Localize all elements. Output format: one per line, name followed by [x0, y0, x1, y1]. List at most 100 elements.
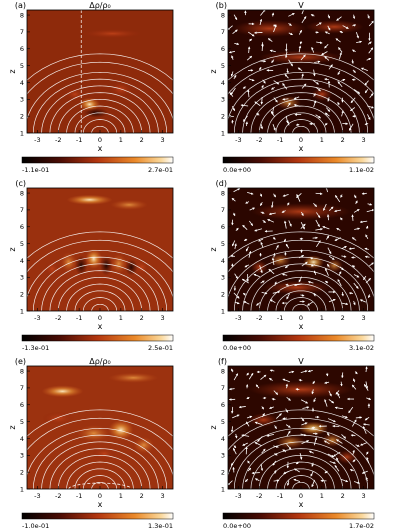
velocity-arrow: [355, 31, 359, 39]
velocity-arrow: [313, 93, 316, 97]
colorbar-min-label: -1.0e-01: [22, 522, 49, 530]
velocity-arrow: [338, 271, 342, 276]
velocity-arrow: [272, 460, 277, 466]
y-tick-label: 8: [221, 367, 225, 375]
velocity-arrow: [286, 397, 291, 401]
field-line: [66, 283, 134, 311]
velocity-arrow: [260, 463, 264, 472]
velocity-arrow: [247, 46, 251, 54]
velocity-arrow: [363, 275, 367, 280]
velocity-arrow: [234, 273, 239, 279]
velocity-arrow: [341, 302, 349, 306]
velocity-arrow: [352, 24, 357, 27]
velocity-arrow: [349, 469, 354, 472]
field-line: [283, 119, 319, 133]
field-line: [228, 239, 374, 273]
x-tick-label: -3: [235, 136, 241, 144]
velocity-arrow: [285, 408, 289, 413]
velocity-arrow: [260, 123, 264, 130]
colorbar-max-label: 1.1e-02: [349, 166, 374, 174]
velocity-arrow: [286, 480, 290, 486]
velocity-arrow: [293, 283, 303, 287]
velocity-arrow: [254, 442, 262, 447]
velocity-arrow: [233, 14, 238, 21]
velocity-arrow: [351, 59, 354, 64]
y-tick-label: 8: [221, 189, 225, 197]
field-feature: [91, 446, 117, 461]
field-line: [228, 427, 374, 477]
field-feature: [108, 372, 159, 383]
y-tick-label: 7: [221, 206, 225, 214]
field-feature: [275, 435, 306, 449]
velocity-arrow: [259, 18, 263, 26]
velocity-arrow: [300, 370, 308, 374]
velocity-arrow: [300, 54, 306, 61]
velocity-arrow: [286, 443, 292, 450]
velocity-arrow: [353, 481, 361, 484]
field-feature: [77, 424, 111, 442]
velocity-arrow: [261, 413, 265, 418]
velocity-arrow: [288, 32, 293, 36]
velocity-arrow: [261, 406, 265, 410]
y-tick-label: 4: [20, 257, 24, 265]
y-tick-label: 5: [20, 240, 24, 248]
panel-label: (b): [216, 1, 227, 10]
velocity-arrow: [285, 243, 290, 249]
velocity-arrow: [327, 453, 335, 458]
velocity-arrow: [364, 247, 369, 251]
velocity-arrow: [238, 405, 246, 409]
x-tick-label: 3: [161, 314, 165, 322]
velocity-arrow: [351, 384, 357, 390]
velocity-arrow: [245, 421, 250, 427]
velocity-arrow: [362, 423, 370, 426]
velocity-arrow: [365, 477, 369, 481]
field-line: [228, 409, 374, 437]
velocity-arrow: [260, 280, 265, 284]
velocity-arrow: [327, 418, 336, 423]
y-tick-label: 2: [221, 290, 225, 298]
x-axis-label: x: [98, 144, 103, 153]
velocity-arrow: [282, 97, 289, 101]
velocity-arrow: [272, 252, 276, 258]
velocity-arrow: [311, 389, 314, 395]
velocity-arrow: [244, 264, 250, 268]
velocity-arrow: [234, 42, 240, 46]
velocity-arrow: [228, 480, 233, 486]
velocity-arrow: [301, 211, 304, 217]
velocity-arrow: [335, 390, 340, 395]
x-tick-label: -1: [277, 492, 283, 500]
y-tick-label: 5: [221, 240, 225, 248]
velocity-arrow: [288, 22, 292, 26]
velocity-arrow: [230, 87, 236, 95]
colorbar-max-label: 2.7e-01: [148, 166, 173, 174]
field-map: [27, 10, 173, 133]
x-tick-label: 3: [362, 492, 366, 500]
velocity-arrow: [283, 238, 287, 243]
velocity-arrow: [326, 107, 331, 112]
velocity-arrow: [285, 51, 288, 59]
y-tick-label: 4: [221, 435, 225, 443]
velocity-arrow: [351, 214, 354, 221]
x-tick-label: -3: [34, 314, 40, 322]
velocity-arrow: [243, 238, 248, 242]
field-line: [275, 290, 327, 311]
velocity-arrow: [247, 191, 254, 195]
velocity-arrow: [235, 227, 239, 232]
panel-title: V: [298, 357, 304, 366]
field-line: [32, 434, 168, 489]
velocity-arrow: [242, 224, 248, 230]
velocity-arrow: [260, 241, 264, 248]
velocity-arrow: [335, 38, 341, 43]
x-tick-label: 1: [320, 314, 324, 322]
velocity-arrow: [334, 406, 344, 410]
field-line: [41, 441, 159, 489]
velocity-arrow: [324, 280, 329, 284]
velocity-arrow: [308, 450, 314, 454]
panel-title: Δρ/ρ₀: [89, 1, 111, 10]
x-tick-label: 1: [320, 136, 324, 144]
velocity-arrow: [340, 194, 343, 198]
velocity-arrow: [233, 74, 237, 80]
velocity-arrow: [247, 460, 250, 464]
velocity-arrow: [327, 432, 330, 437]
velocity-arrow: [255, 384, 260, 389]
